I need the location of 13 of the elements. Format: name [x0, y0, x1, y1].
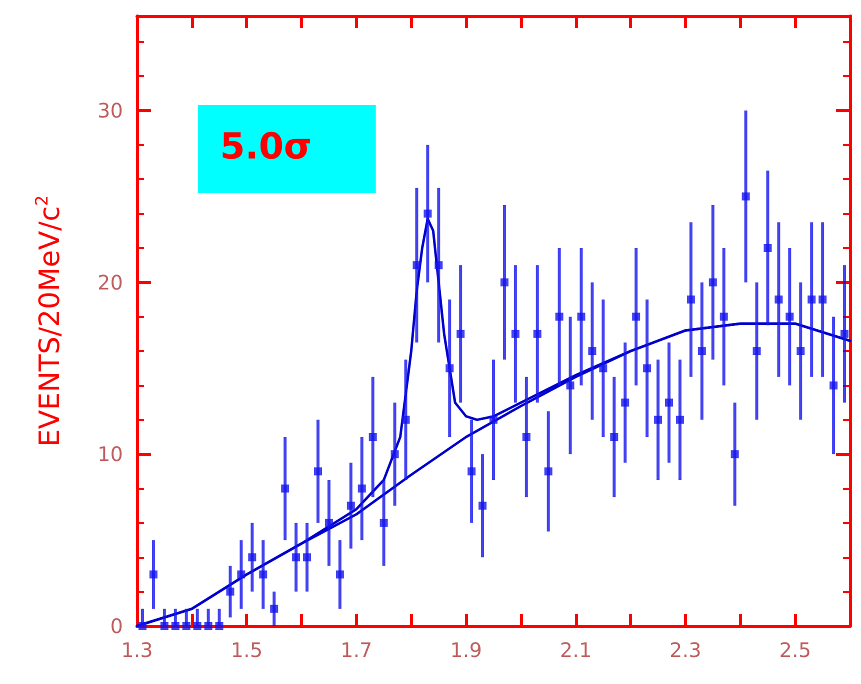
x-tick-label: 1.3 [121, 638, 153, 662]
x-tick-label: 1.7 [340, 638, 372, 662]
x-tick-label: 1.9 [450, 638, 482, 662]
x-tick-label: 2.5 [779, 638, 812, 662]
annotation: 5.0σ [220, 126, 312, 168]
x-tick-label: 2.1 [560, 638, 592, 662]
y-tick-label: 10 [98, 442, 123, 466]
x-tick-label: 1.5 [230, 638, 263, 662]
x-tick-label: 2.3 [670, 638, 702, 662]
y-axis-title: EVENTS/20MeV/c2 [32, 195, 66, 447]
y-tick-label: 0 [110, 614, 123, 638]
y-tick-label: 20 [98, 270, 123, 294]
y-tick-label: 30 [98, 98, 123, 123]
